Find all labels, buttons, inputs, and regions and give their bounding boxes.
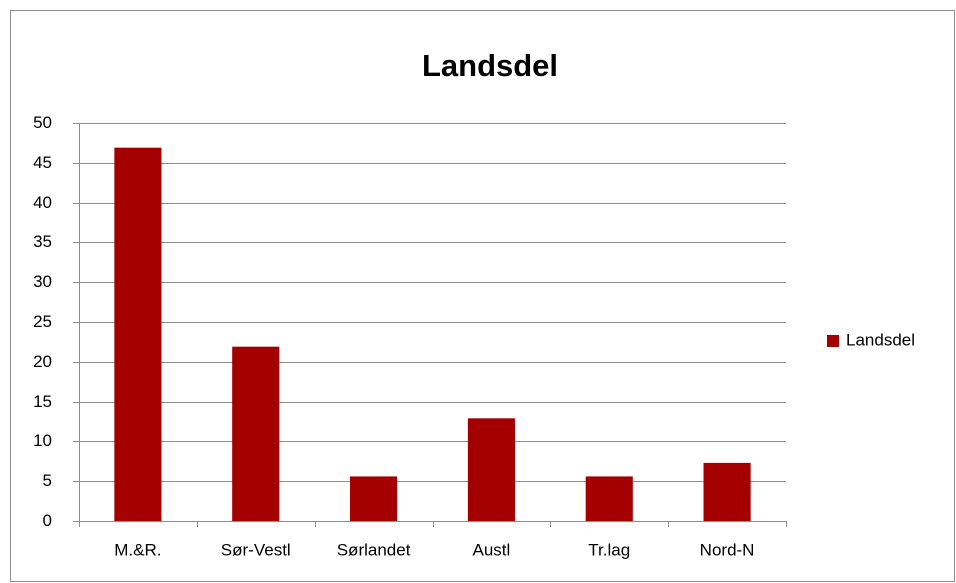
y-tick-label: 0 xyxy=(43,511,52,530)
bar xyxy=(114,147,162,521)
x-tick-label: Sør-Vestl xyxy=(221,540,291,559)
legend-swatch xyxy=(827,335,839,347)
y-tick-label: 45 xyxy=(33,153,52,172)
bar xyxy=(350,476,398,521)
y-tick-label: 10 xyxy=(33,431,52,450)
y-tick-label: 15 xyxy=(33,392,52,411)
bar xyxy=(585,476,633,521)
y-tick-label: 30 xyxy=(33,272,52,291)
y-tick-label: 5 xyxy=(43,471,52,490)
x-tick-label: Nord-N xyxy=(700,540,755,559)
y-tick-label: 25 xyxy=(33,312,52,331)
y-tick-label: 50 xyxy=(33,113,52,132)
x-tick-label: Tr.lag xyxy=(588,540,630,559)
x-tick-label: Austl xyxy=(473,540,511,559)
y-tick-label: 40 xyxy=(33,193,52,212)
legend-label: Landsdel xyxy=(846,330,915,349)
bar xyxy=(467,418,515,521)
bar xyxy=(703,462,751,521)
bar xyxy=(232,346,280,521)
y-tick-label: 35 xyxy=(33,232,52,251)
y-tick-label: 20 xyxy=(33,352,52,371)
x-tick-label: Sørlandet xyxy=(337,540,411,559)
x-tick-label: M.&R. xyxy=(114,540,161,559)
chart-title: Landsdel xyxy=(422,48,558,83)
